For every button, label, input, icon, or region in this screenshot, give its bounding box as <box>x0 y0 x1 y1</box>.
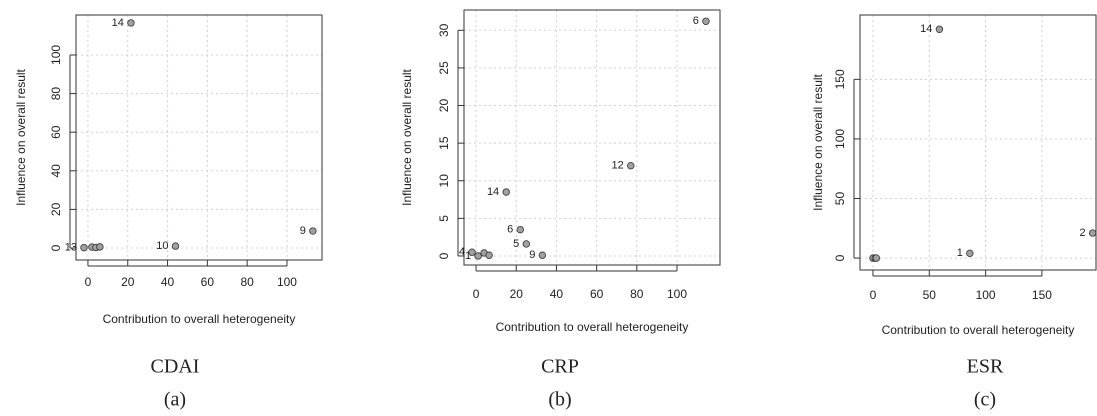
x-tick-label: 40 <box>161 275 175 289</box>
point <box>502 188 510 196</box>
point <box>80 243 88 252</box>
caption: CDAI <box>151 356 200 378</box>
y-tick-label: 80 <box>49 87 63 101</box>
y-tick-label: 25 <box>437 61 451 75</box>
point <box>474 252 482 260</box>
y-tick-label: 60 <box>49 125 63 139</box>
point <box>309 227 317 235</box>
y-axis-title: Influence on overall result <box>400 68 414 205</box>
y-tick-label: 10 <box>437 174 451 188</box>
x-tick-label: 100 <box>976 288 996 302</box>
point-label: 6 <box>507 224 513 236</box>
caption: ESR <box>967 356 1004 378</box>
y-tick-label: 100 <box>49 45 63 65</box>
x-tick-label: 40 <box>550 287 564 301</box>
point-label: 2 <box>1079 227 1085 239</box>
y-tick-label: 50 <box>833 192 847 206</box>
point-label: 4 <box>459 246 465 258</box>
y-tick-label: 20 <box>49 202 63 216</box>
x-tick-label: 50 <box>923 288 937 302</box>
sublabel: (a) <box>164 389 186 411</box>
x-tick-label: 0 <box>870 288 877 302</box>
x-tick-label: 100 <box>667 287 687 301</box>
y-tick-label: 100 <box>833 129 847 149</box>
x-axis-title: Contribution to overall heterogeneity <box>103 312 296 326</box>
y-tick-label: 0 <box>833 254 847 261</box>
plot-frame <box>75 14 323 261</box>
x-tick-label: 20 <box>510 287 524 301</box>
x-tick-label: 20 <box>121 275 135 289</box>
point <box>872 254 881 262</box>
x-tick-label: 60 <box>590 287 604 301</box>
caption: CRP <box>541 356 579 378</box>
point <box>627 162 635 170</box>
sublabel: (c) <box>974 389 996 411</box>
point <box>935 25 944 33</box>
point-label: 14 <box>487 186 499 198</box>
point <box>1088 229 1097 237</box>
point <box>485 251 493 259</box>
y-tick-label: 40 <box>49 164 63 178</box>
y-tick-label: 30 <box>437 23 451 37</box>
y-tick-label: 0 <box>49 244 63 251</box>
point <box>516 225 524 234</box>
point <box>468 248 476 256</box>
point-label: 12 <box>612 160 624 172</box>
y-tick-label: 0 <box>437 252 451 259</box>
x-tick-label: 100 <box>277 275 297 289</box>
x-tick-label: 150 <box>1032 288 1052 302</box>
x-tick-label: 80 <box>630 287 644 301</box>
plot-frame <box>859 14 1097 271</box>
point-label: 14 <box>920 23 932 35</box>
point <box>171 242 180 250</box>
x-tick-label: 0 <box>85 275 92 289</box>
y-tick-label: 150 <box>833 69 847 89</box>
point <box>702 17 710 25</box>
x-axis-title: Contribution to overall heterogeneity <box>496 320 689 334</box>
point-label: 9 <box>300 225 306 237</box>
point-label: 13 <box>65 242 77 254</box>
y-axis-title: Influence on overall result <box>811 73 825 210</box>
point-label: 1 <box>465 250 471 262</box>
point <box>96 243 104 251</box>
point-label: 9 <box>529 249 535 261</box>
plot-frame <box>463 9 721 266</box>
x-axis-title: Contribution to overall heterogeneity <box>882 323 1075 337</box>
point-label: 6 <box>693 15 699 27</box>
x-tick-label: 80 <box>240 275 254 289</box>
point <box>127 19 135 27</box>
point <box>538 251 547 259</box>
y-tick-label: 20 <box>437 99 451 113</box>
y-axis-title: Influence on overall result <box>14 68 28 205</box>
y-tick-label: 15 <box>437 136 451 150</box>
point-label: 1 <box>957 247 963 259</box>
point <box>522 240 530 248</box>
sublabel: (b) <box>548 389 571 411</box>
point <box>966 249 974 258</box>
x-tick-label: 60 <box>201 275 215 289</box>
y-tick-label: 5 <box>437 215 451 222</box>
x-tick-label: 0 <box>473 287 480 301</box>
point-label: 10 <box>156 240 168 252</box>
point-label: 5 <box>513 238 519 250</box>
point-label: 14 <box>112 17 124 29</box>
